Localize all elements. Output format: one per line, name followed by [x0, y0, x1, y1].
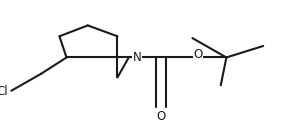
Text: Cl: Cl: [0, 85, 8, 98]
Text: N: N: [133, 51, 142, 64]
Text: O: O: [194, 48, 203, 61]
Text: O: O: [157, 110, 166, 121]
